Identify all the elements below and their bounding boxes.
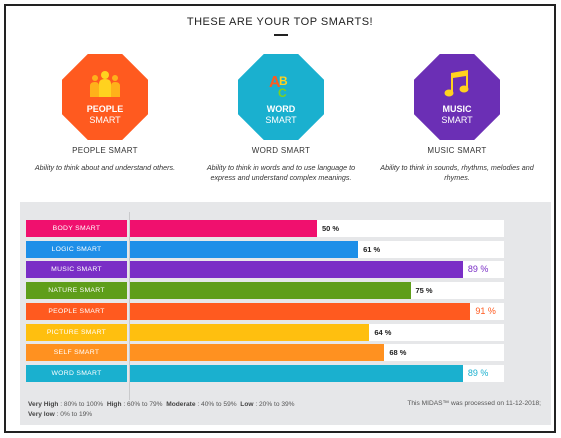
bar xyxy=(130,240,359,258)
legend-moderate-range: : 40% to 59% xyxy=(197,401,237,408)
card-description: Ability to think in sounds, rhythms, mel… xyxy=(380,163,534,182)
card-description: Ability to think about and understand ot… xyxy=(34,163,176,172)
legend-low-label: Low xyxy=(240,401,254,408)
bar-value-label: 61 % xyxy=(363,244,381,254)
bar xyxy=(130,282,411,300)
bar-category-label: PICTURE SMART xyxy=(26,323,127,341)
bar-track: 91 % xyxy=(130,302,504,320)
bar xyxy=(130,323,370,341)
bar-category-label: SELF SMART xyxy=(26,344,127,362)
bar-track: 50 % xyxy=(130,220,504,237)
music-smart-badge: MUSIC SMART xyxy=(414,54,500,140)
top-smart-card-people: PEOPLE SMART PEOPLE SMART Ability to thi… xyxy=(16,54,194,173)
bar-track: 89 % xyxy=(130,364,504,382)
letters-icon: A B C xyxy=(238,68,324,100)
people-smart-badge: PEOPLE SMART xyxy=(62,54,148,140)
top-smart-card-word: A B C WORD SMART WORD SMART Ability to t… xyxy=(192,54,370,182)
card-title: MUSIC SMART xyxy=(427,146,487,155)
legend-very-low-range: : 0% to 19% xyxy=(56,410,93,418)
bar-category-label: WORD SMART xyxy=(26,364,127,382)
bar xyxy=(130,261,463,279)
bar-track: 75 % xyxy=(130,282,504,300)
legend-very-high-range: : 80% to 100% xyxy=(60,401,104,408)
legend-very-high-label: Very High xyxy=(28,401,59,408)
bar xyxy=(130,302,471,320)
music-note-icon xyxy=(414,68,500,100)
score-legend: Very High : 80% to 100% High : 60% to 79… xyxy=(28,400,388,420)
bar-value-label: 89 % xyxy=(467,367,489,378)
bar-category-label: NATURE SMART xyxy=(26,282,127,300)
bar-track: 89 % xyxy=(130,261,504,279)
bar-value-label: 89 % xyxy=(467,264,489,275)
bar-value-label: 91 % xyxy=(475,305,496,316)
bar-row: WORD SMART 89 % xyxy=(26,364,504,382)
chart-divider xyxy=(129,212,130,400)
bar-row: NATURE SMART 75 % xyxy=(26,282,504,300)
bar-category-label: LOGIC SMART xyxy=(26,240,127,258)
bar xyxy=(130,220,317,237)
processed-note: This MIDAS™ was processed on 11-12-2018; xyxy=(407,400,541,407)
bar-track: 68 % xyxy=(130,344,504,362)
card-title: PEOPLE SMART xyxy=(72,146,138,155)
svg-text:B: B xyxy=(279,74,288,88)
svg-text:A: A xyxy=(269,74,281,91)
legend-high-label: High xyxy=(106,401,122,408)
bar xyxy=(130,364,463,382)
scores-chart-panel: BODY SMART 50 % LOGIC SMART 61 % MUSIC SMART… xyxy=(20,202,551,425)
people-icon xyxy=(62,68,148,100)
title-underline xyxy=(274,34,288,36)
bar xyxy=(130,344,385,362)
bar-row: PICTURE SMART 64 % xyxy=(26,323,504,341)
page-title: THESE ARE YOUR TOP SMARTS! xyxy=(186,16,374,28)
results-frame: THESE ARE YOUR TOP SMARTS! PEOPLE SMART … xyxy=(4,4,556,433)
bar-row: BODY SMART 50 % xyxy=(26,220,504,237)
legend-very-low-label: Very low xyxy=(28,410,55,418)
bar-row: LOGIC SMART 61 % xyxy=(26,240,504,258)
bar-track: 64 % xyxy=(130,323,504,341)
word-smart-badge: A B C WORD SMART xyxy=(238,54,324,140)
bar-row: MUSIC SMART 89 % xyxy=(26,261,504,279)
top-smart-card-music: MUSIC SMART MUSIC SMART Ability to think… xyxy=(368,54,546,182)
legend-moderate-label: Moderate xyxy=(166,401,196,408)
bar-value-label: 75 % xyxy=(415,286,433,296)
bar-track: 61 % xyxy=(130,240,504,258)
card-description: Ability to think in words and to use lan… xyxy=(206,163,356,182)
bar-value-label: 68 % xyxy=(389,348,407,358)
legend-high-range: : 60% to 79% xyxy=(123,401,163,408)
bar-category-label: BODY SMART xyxy=(26,220,127,237)
bar-category-label: PEOPLE SMART xyxy=(26,302,127,320)
bar-value-label: 50 % xyxy=(322,224,340,233)
bar-category-label: MUSIC SMART xyxy=(26,261,127,279)
bar-value-label: 64 % xyxy=(374,327,392,337)
legend-low-range: : 20% to 39% xyxy=(255,401,295,408)
bar-row: PEOPLE SMART 91 % xyxy=(26,302,504,320)
svg-text:C: C xyxy=(278,86,287,99)
card-title: WORD SMART xyxy=(251,146,311,155)
bar-row: SELF SMART 68 % xyxy=(26,344,504,362)
